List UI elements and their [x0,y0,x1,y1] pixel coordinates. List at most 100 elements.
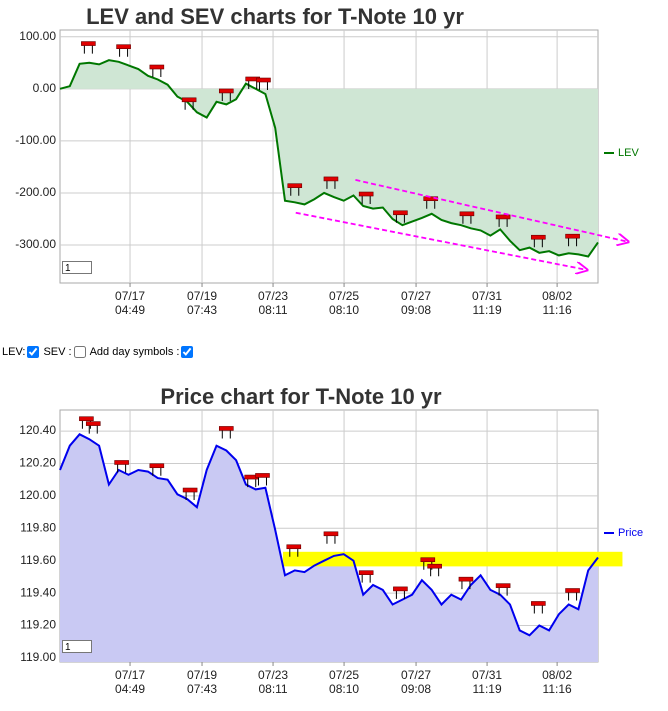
symbol-stem [83,44,93,54]
symbol-stem [568,237,578,247]
symbol-flag [149,64,165,70]
day-symbol [393,586,408,599]
symbol-stem [461,580,471,590]
symbol-stem [289,547,299,557]
day-symbol [114,460,129,473]
day-symbol [531,601,546,614]
day-symbol [495,583,511,596]
day-symbol [531,234,546,248]
symbol-flag [286,544,302,550]
symbol-flag [149,463,165,469]
chart-title: Price chart for T-Note 10 yr [160,384,442,409]
checkbox[interactable] [181,346,194,358]
x-tick-label: 07/17 04:49 [115,289,146,317]
y-tick-label: 119.40 [20,585,56,599]
symbol-stem [258,81,268,91]
symbol-stem [221,91,231,101]
checkbox[interactable] [27,346,40,358]
checkbox[interactable] [73,346,86,358]
day-symbol [149,64,165,78]
symbol-flag [114,460,129,465]
day-symbol [427,563,442,577]
day-symbol [181,97,197,110]
legend-label: Price [618,527,643,539]
symbol-flag [287,183,303,188]
day-symbol [287,183,303,196]
x-tick-label: 07/17 04:49 [115,668,146,696]
symbol-flag [182,487,198,493]
symbol-stem [117,463,127,473]
control-label: Add day symbols : [89,346,180,358]
symbol-stem [395,589,405,599]
symbol-flag [323,176,339,182]
symbol-flag [218,88,234,94]
symbol-flag [255,473,270,478]
symbol-flag [323,531,339,537]
symbol-flag [495,214,511,220]
day-symbol [358,191,374,205]
legend-label: LEV [618,147,639,159]
symbol-flag [181,97,197,103]
y-tick-label: 0.00 [33,81,57,95]
x-tick-label: 07/31 11:19 [472,668,503,696]
symbol-stem [430,567,440,577]
day-symbol [358,570,374,583]
controls: LEV: SEV : Add day symbols : [2,346,197,358]
y-tick-label: 119.60 [20,553,56,567]
symbol-stem [533,238,543,248]
symbol-flag [565,588,580,593]
symbol-stem [88,424,98,434]
symbol-stem [152,68,162,78]
line [59,59,599,258]
symbol-flag [531,234,546,240]
y-tick-label: 120.40 [19,423,56,437]
day-symbol [149,463,165,476]
symbol-flag [459,211,475,217]
symbol-stem [426,199,436,209]
symbol-stem [326,534,336,544]
day-symbol [495,214,511,227]
control-label: LEV: [2,346,26,358]
symbol-stem [247,478,257,488]
day-symbol [218,88,234,101]
symbol-stem [462,214,472,224]
symbol-flag [358,570,374,575]
line [59,433,599,637]
day-symbol [218,426,234,439]
symbol-flag [393,210,408,216]
x-tick-label: 07/23 08:11 [258,668,289,696]
day-symbol [459,211,475,224]
symbol-stem [361,195,371,205]
y-tick-label: 119.20 [20,618,56,632]
day-symbol [85,421,101,434]
symbol-stem [361,573,371,583]
chart-title: LEV and SEV charts for T-Note 10 yr [86,4,464,29]
zoom-input: 1 [62,640,92,653]
day-symbol [323,531,339,544]
symbol-flag [81,41,96,46]
symbol-flag [79,416,94,422]
day-symbol [323,176,339,189]
symbol-stem [395,213,405,223]
band [283,551,623,567]
symbol-flag [531,601,546,606]
symbol-flag [565,233,580,239]
x-tick-label: 07/19 07:43 [187,289,218,317]
symbol-stem [498,586,508,596]
day-symbol [565,233,580,247]
y-tick-label: 119.80 [20,520,56,534]
symbol-stem [119,47,129,57]
symbol-flag [420,557,436,563]
x-tick-label: 07/27 09:08 [401,668,432,696]
symbol-stem [257,476,267,486]
symbol-stem [152,466,162,476]
y-tick-label: -100.00 [15,133,56,147]
symbol-flag [495,583,511,588]
symbol-stem [533,604,543,614]
day-symbol [256,77,271,91]
x-tick-label: 08/02 11:16 [542,289,573,317]
y-tick-label: 120.00 [19,488,56,502]
symbol-stem [185,491,195,501]
